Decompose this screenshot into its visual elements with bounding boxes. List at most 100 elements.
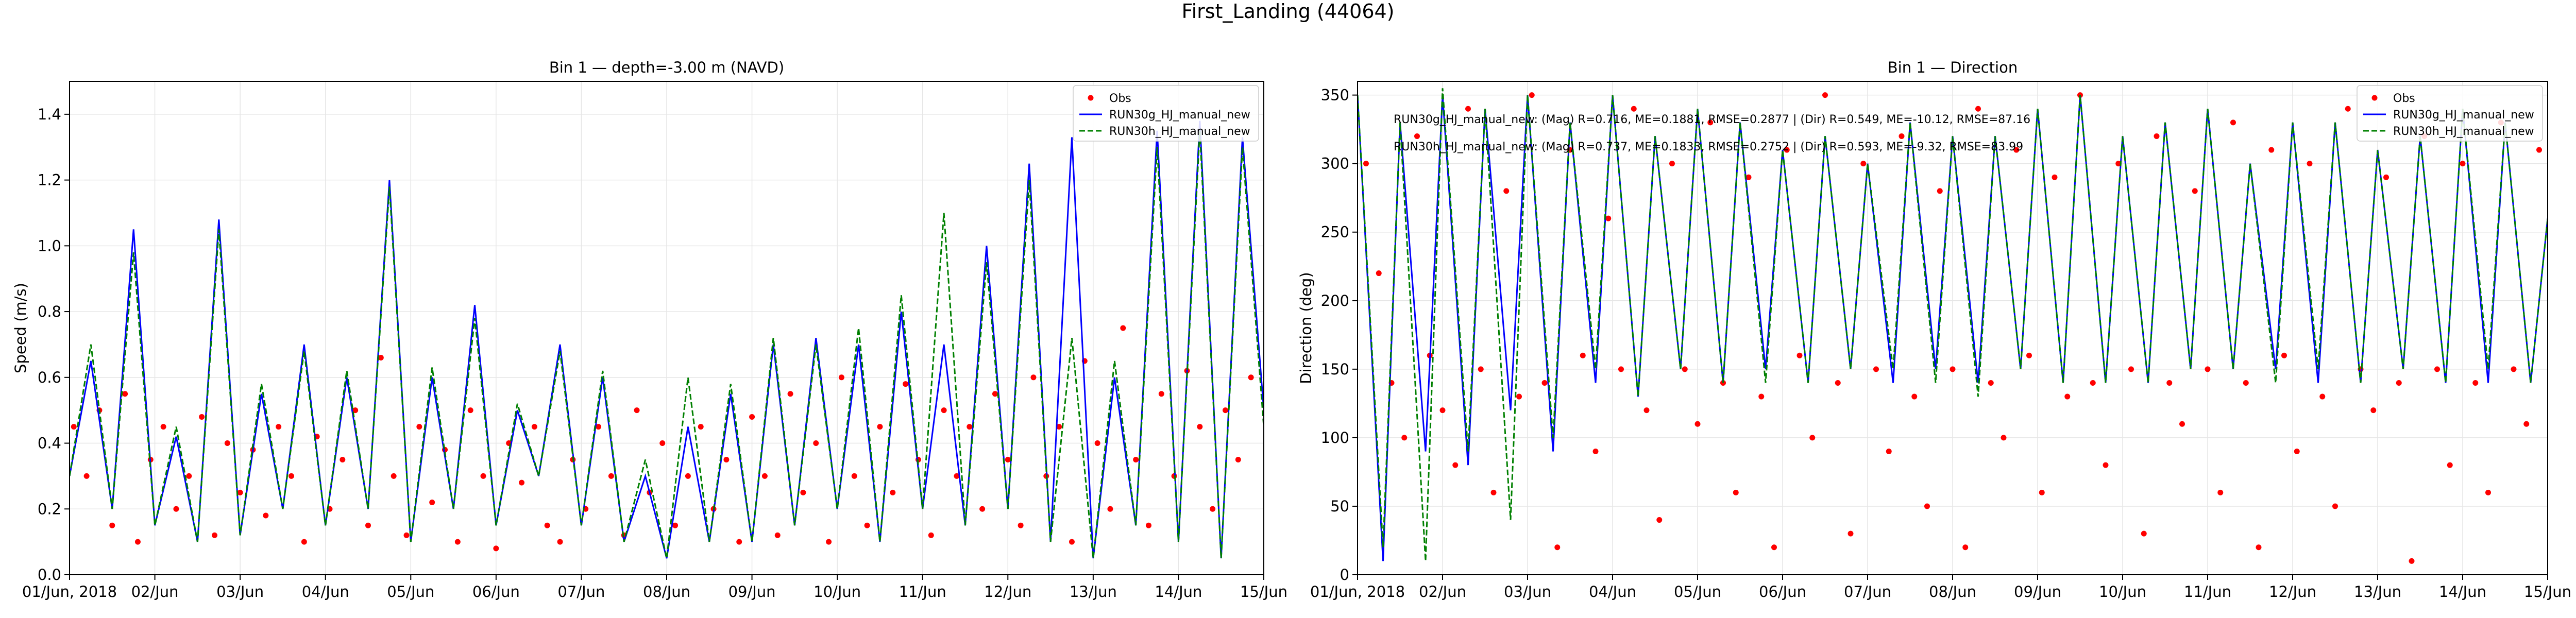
obs-point (774, 532, 781, 538)
legend-entry: RUN30h_HJ_manual_new (1109, 125, 1250, 138)
obs-point (1210, 506, 1216, 512)
obs-point (761, 473, 768, 479)
y-tick-label: 0.6 (38, 369, 61, 386)
obs-point (2434, 366, 2440, 372)
obs-point (301, 539, 307, 545)
obs-point (838, 374, 844, 381)
x-tick-label: 15/Jun (2524, 583, 2571, 600)
obs-point (2523, 421, 2530, 427)
obs-point (1439, 407, 1446, 414)
obs-point (2511, 366, 2517, 372)
x-tick-label: 11/Jun (899, 583, 946, 600)
y-tick-label: 0.2 (38, 500, 61, 518)
grid-lines (1357, 81, 2548, 575)
legend-marker-obs (1088, 95, 1094, 101)
obs-point (186, 473, 192, 479)
obs-point (1758, 393, 1765, 400)
obs-point (1797, 352, 1803, 358)
obs-point (2307, 161, 2313, 167)
obs-point (1975, 106, 1981, 112)
y-tick-label: 200 (1321, 292, 1349, 310)
obs-point (340, 456, 346, 462)
obs-point (2103, 462, 2109, 468)
obs-point (1030, 374, 1037, 381)
x-tick-label: 09/Jun (728, 583, 776, 600)
figure-title: First_Landing (44064) (1181, 0, 1395, 23)
obs-point (1503, 188, 1510, 194)
obs-point (276, 424, 282, 430)
obs-point (352, 407, 359, 414)
obs-point (2064, 393, 2071, 400)
obs-point (1529, 92, 1535, 98)
obs-point (1158, 391, 1164, 397)
obs-point (851, 473, 857, 479)
legend-box (2357, 85, 2543, 142)
obs-point (1669, 161, 1675, 167)
series-obs (71, 325, 1254, 552)
obs-point (2052, 174, 2058, 180)
x-tick-label: 10/Jun (814, 583, 861, 600)
obs-point (71, 424, 77, 430)
obs-point (378, 354, 384, 360)
obs-point (1962, 544, 1969, 551)
x-tick-label: 10/Jun (2099, 583, 2146, 600)
obs-point (2345, 106, 2351, 112)
obs-point (1363, 161, 1369, 167)
x-tick-label: 04/Jun (1589, 583, 1636, 600)
obs-point (800, 489, 806, 495)
y-tick-label: 1.4 (38, 106, 61, 123)
obs-point (890, 489, 896, 495)
obs-point (2192, 188, 2198, 194)
obs-point (1490, 489, 1497, 495)
obs-point (1873, 366, 1879, 372)
obs-point (992, 391, 998, 397)
obs-point (2154, 133, 2160, 139)
obs-point (288, 473, 294, 479)
x-tick-label: 14/Jun (1155, 583, 1202, 600)
obs-point (2472, 380, 2479, 386)
axes-title: Bin 1 — depth=-3.00 m (NAVD) (549, 59, 784, 76)
plot-area (70, 121, 1264, 559)
legend-entry: Obs (1109, 92, 1131, 105)
obs-point (1107, 506, 1113, 512)
obs-point (1784, 147, 1790, 153)
x-tick-label: 06/Jun (1759, 583, 1806, 600)
obs-point (1707, 119, 1714, 126)
legend-entry: RUN30h_HJ_manual_new (2393, 125, 2534, 138)
obs-point (493, 545, 499, 552)
legend-entry: RUN30g_HJ_manual_new (2393, 109, 2534, 122)
obs-point (1618, 366, 1624, 372)
obs-point (749, 414, 755, 420)
legend-entry: Obs (2393, 92, 2415, 105)
series-line-run30h-hj-manual-new (1358, 88, 2548, 561)
obs-point (557, 539, 563, 545)
chart-panel-1: 01/Jun, 2018 02/Jun 03/Jun 04/Jun 05/Jun 06/J… (12, 59, 1287, 600)
obs-point (1605, 215, 1612, 221)
x-tick-label: 12/Jun (2269, 583, 2316, 600)
x-tick-label: 08/Jun (1929, 583, 1976, 600)
x-tick-label: 15/Jun (1240, 583, 1287, 600)
obs-point (967, 424, 973, 430)
obs-point (1682, 366, 1688, 372)
y-tick-label: 0.0 (38, 566, 61, 583)
obs-point (1401, 435, 1408, 441)
obs-point (954, 473, 960, 479)
obs-point (928, 532, 934, 538)
stats-annotation: RUN30g_HJ_manual_new: (Mag) R=0.716, ME=… (1394, 113, 2030, 126)
obs-point (596, 424, 602, 430)
obs-point (1235, 456, 1241, 462)
obs-point (2217, 489, 2224, 495)
obs-point (1376, 270, 1382, 277)
x-tick-label: 01/Jun, 2018 (22, 583, 117, 600)
obs-point (1005, 456, 1011, 462)
obs-point (2243, 380, 2249, 386)
obs-point (109, 522, 115, 528)
obs-point (1478, 366, 1484, 372)
obs-point (2166, 380, 2173, 386)
obs-point (1822, 92, 1828, 98)
x-tick-label: 02/Jun (131, 583, 179, 600)
obs-point (237, 489, 243, 495)
legend: Obs RUN30g_HJ_manual_new RUN30h_HJ_manual_… (2357, 85, 2543, 142)
obs-point (2013, 147, 2020, 153)
obs-point (2536, 147, 2542, 153)
